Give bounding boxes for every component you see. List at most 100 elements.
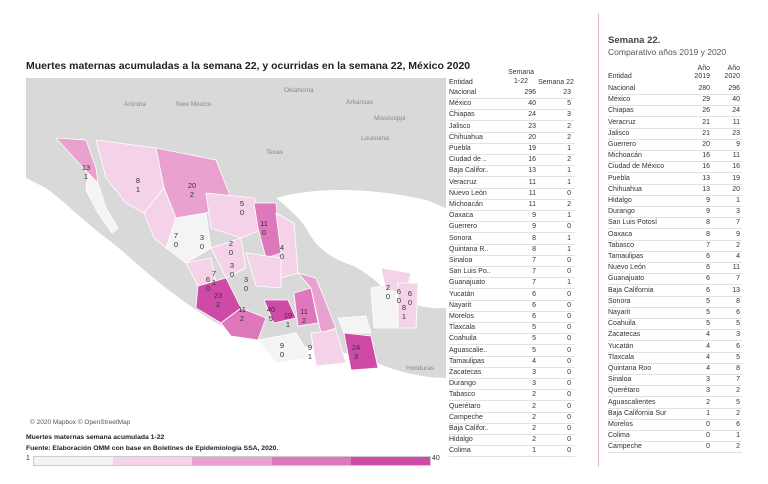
state-michoacan[interactable]: [220, 307, 267, 341]
cell-entity: Michoacán: [449, 201, 483, 208]
table-row[interactable]: Campeche 2 0: [449, 412, 575, 424]
table-row[interactable]: Sinaloa 3 7: [608, 374, 742, 387]
table-row[interactable]: Guanajuato 7 1: [449, 277, 575, 290]
state-puebla[interactable]: [293, 287, 319, 327]
state-san-luis-potosi[interactable]: [245, 252, 282, 289]
table-row[interactable]: Guanajuato 6 7: [608, 273, 742, 286]
table-row[interactable]: Guerrero 9 0: [449, 221, 575, 234]
cell-week: 0: [567, 447, 571, 455]
table-row[interactable]: Michoacán 16 11: [608, 150, 742, 163]
table-row[interactable]: Chihuahua 20 2: [449, 132, 575, 144]
table-row[interactable]: Nacional 296 23: [449, 87, 575, 99]
table-row[interactable]: Baja Califor.. 2 0: [449, 423, 575, 435]
table-row[interactable]: Michoacán 11 2: [449, 199, 575, 211]
table-row[interactable]: Jalisco 21 23: [608, 128, 742, 140]
t2-subtitle: Comparativo años 2019 y 2020: [608, 47, 727, 57]
table-row[interactable]: Sonora 5 8: [608, 296, 742, 308]
table-row[interactable]: Durango 3 0: [449, 378, 575, 391]
state-acc-label: 8: [136, 176, 140, 185]
table-row[interactable]: Hidalgo 2 0: [449, 434, 575, 447]
cell-2020: 4: [736, 253, 740, 260]
table-row[interactable]: Coahuila 5 0: [449, 333, 575, 346]
table-row[interactable]: Nayarit 5 6: [608, 307, 742, 319]
table-row[interactable]: Durango 9 3: [608, 206, 742, 219]
table-row[interactable]: Chiapas 24 3: [449, 109, 575, 122]
table-row[interactable]: Puebla 19 1: [449, 143, 575, 155]
state-coahuila[interactable]: [205, 192, 267, 239]
table-row[interactable]: Ciudad de México 16 16: [608, 161, 742, 174]
table-row[interactable]: Tabasco 7 2: [608, 240, 742, 252]
cell-entity: Jalisco: [449, 122, 471, 130]
table-row[interactable]: Chihuahua 13 20: [608, 184, 742, 196]
table-row[interactable]: Querétaro 2 0: [449, 401, 575, 413]
table-row[interactable]: México 29 40: [608, 94, 742, 107]
table-row[interactable]: Veracruz 11 1: [449, 177, 575, 189]
table-row[interactable]: Querétaro 3 2: [608, 385, 742, 398]
table-row[interactable]: Nuevo León 11 0: [449, 188, 575, 200]
cell-entity: Guerrero: [449, 223, 478, 231]
table-row[interactable]: Morelos 6 0: [449, 311, 575, 323]
table-row[interactable]: Ciudad de .. 16 2: [449, 154, 575, 167]
table-row[interactable]: San Luis Po.. 7 0: [449, 266, 575, 279]
table-row[interactable]: Puebla 13 19: [608, 173, 742, 185]
table-row[interactable]: Zacatecas 3 0: [449, 367, 575, 379]
table-row[interactable]: Oaxaca 8 9: [608, 229, 742, 241]
state-tabasco[interactable]: [337, 315, 372, 334]
table-row[interactable]: Baja California 6 13: [608, 285, 742, 297]
table-row[interactable]: Nayarit 6 0: [449, 300, 575, 312]
state-durango[interactable]: [165, 212, 212, 264]
table-row[interactable]: Yucatán 4 6: [608, 341, 742, 353]
table-row[interactable]: Tlaxcala 4 5: [608, 352, 742, 364]
table-row[interactable]: Aguascalie.. 5 0: [449, 345, 575, 357]
cell-entity: Sinaloa: [608, 376, 632, 384]
state-tamaulipas[interactable]: [275, 212, 299, 279]
table-row[interactable]: Quintana R.. 8 1: [449, 244, 575, 256]
table-row[interactable]: Aguascalientes 2 5: [608, 397, 742, 409]
table-row[interactable]: México 40 5: [449, 98, 575, 111]
table-row[interactable]: Oaxaca 9 1: [449, 210, 575, 223]
state-mexico[interactable]: [263, 299, 297, 324]
table-row[interactable]: Tamaulipas 4 0: [449, 356, 575, 368]
map-svg[interactable]: Arizona New Mexico Oklahoma Arkansas Mis…: [26, 78, 446, 430]
state-oaxaca[interactable]: [310, 329, 347, 367]
state-chiapas[interactable]: [343, 332, 379, 371]
state-acc-label: 5: [240, 199, 244, 208]
table-row[interactable]: Veracruz 21 11: [608, 117, 742, 129]
table-row[interactable]: Chiapas 26 24: [608, 105, 742, 118]
section-divider: [598, 14, 599, 466]
state-guerrero[interactable]: [257, 332, 312, 364]
table-row[interactable]: Yucatán 6 0: [449, 289, 575, 301]
choropleth-map[interactable]: Arizona New Mexico Oklahoma Arkansas Mis…: [26, 78, 446, 430]
table-row[interactable]: Colima 0 1: [608, 430, 742, 443]
table-row[interactable]: Campeche 0 2: [608, 441, 742, 454]
state-baja-california-sur[interactable]: [85, 172, 119, 234]
table-row[interactable]: Nuevo León 6 11: [608, 262, 742, 275]
state-quintana-roo[interactable]: [397, 282, 419, 329]
table-row[interactable]: Baja Califor.. 13 1: [449, 165, 575, 178]
table-row[interactable]: Tlaxcala 5 0: [449, 322, 575, 335]
cell-entity: Hidalgo: [608, 197, 632, 204]
state-zacatecas[interactable]: [210, 237, 247, 279]
table-row[interactable]: Guerrero 20 9: [608, 139, 742, 151]
cell-week: 0: [567, 346, 571, 354]
table-row[interactable]: Coahuila 5 5: [608, 318, 742, 331]
cell-accumulated: 7: [532, 268, 536, 276]
state-nuevo-leon[interactable]: [253, 202, 282, 259]
state-acc-label: 8: [402, 303, 406, 312]
table-row[interactable]: Jalisco 23 2: [449, 121, 575, 133]
table-row[interactable]: Tabasco 2 0: [449, 389, 575, 402]
table-row[interactable]: Morelos 0 6: [608, 419, 742, 431]
cell-2020: 6: [736, 342, 740, 350]
table-row[interactable]: Hidalgo 9 1: [608, 195, 742, 207]
table-row[interactable]: Zacatecas 4 3: [608, 329, 742, 342]
table-row[interactable]: Sonora 8 1: [449, 233, 575, 245]
table-row[interactable]: Tamaulipas 6 4: [608, 251, 742, 263]
state-acc-label: 3: [244, 275, 248, 284]
table-row[interactable]: Baja California Sur 1 2: [608, 408, 742, 420]
table-row[interactable]: Colima 1 0: [449, 445, 575, 458]
table-row[interactable]: Sinaloa 7 0: [449, 255, 575, 267]
table-row[interactable]: San Luis Potosí 8 7: [608, 217, 742, 230]
table-row[interactable]: Nacional 280 296: [608, 83, 742, 95]
table-row[interactable]: Quintana Roo 4 8: [608, 363, 742, 375]
cell-2019: 4: [706, 353, 710, 361]
